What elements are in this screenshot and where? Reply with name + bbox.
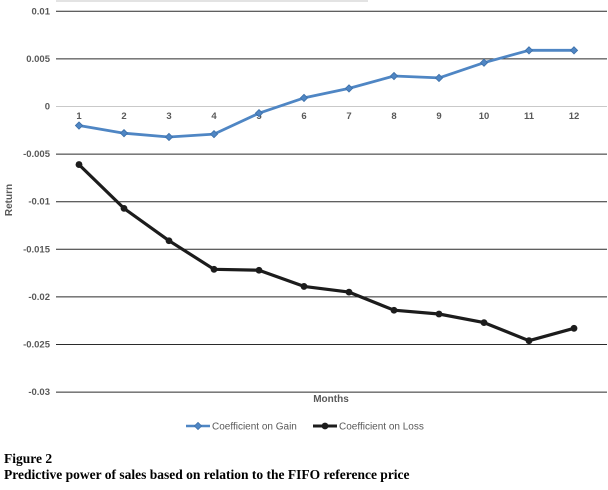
- series-gain: [74, 46, 579, 142]
- legend-label: Coefficient on Loss: [339, 422, 424, 433]
- x-tick-label: 9: [436, 111, 441, 122]
- x-tick-label: 4: [211, 111, 217, 122]
- y-tick-label: 0.005: [26, 54, 50, 65]
- x-tick-label: 2: [121, 111, 126, 122]
- gain-data-point-marker: [193, 421, 203, 431]
- gain-data-point-marker: [344, 84, 354, 93]
- gain-data-point-marker: [254, 108, 264, 118]
- loss-data-point-marker: [525, 337, 533, 345]
- y-tick-label: -0.02: [28, 292, 50, 303]
- legend-item-loss: Coefficient on Loss: [313, 422, 424, 433]
- x-tick-label: 10: [479, 111, 490, 122]
- gain-data-point-marker: [164, 132, 174, 142]
- figure-number: Figure 2: [4, 451, 53, 466]
- y-tick-label: -0.025: [23, 340, 51, 351]
- loss-data-point-marker: [300, 283, 308, 290]
- x-tick-label: 11: [524, 111, 535, 122]
- loss-data-point-marker: [75, 161, 83, 168]
- gain-data-point-marker: [299, 93, 309, 103]
- loss-data-point-marker: [210, 265, 218, 273]
- gain-data-point-marker: [524, 46, 534, 55]
- series-loss: [75, 161, 578, 345]
- top-crop-artifact: [56, 0, 368, 2]
- y-tick-label: -0.015: [23, 244, 51, 255]
- y-tick-label: 0.01: [32, 6, 51, 17]
- x-axis-title: Months: [313, 394, 349, 405]
- chart-canvas: 0.01 0.005 0 -0.005 -0.01 -0.015 -0.02 -0.025 -0…: [4, 0, 607, 433]
- loss-data-point-marker: [165, 237, 173, 245]
- y-tick-label: -0.03: [28, 387, 50, 398]
- legend: Coefficient on Gain Coefficient on Loss: [186, 422, 424, 433]
- gridlines: [56, 10, 607, 393]
- y-tick-label: -0.01: [28, 197, 50, 208]
- gain-line: [77, 48, 576, 139]
- loss-line: [77, 163, 576, 343]
- gain-data-point-marker: [74, 121, 84, 130]
- x-tick-label: 12: [569, 111, 580, 122]
- gain-data-point-marker: [209, 129, 219, 139]
- x-tick-label: 8: [391, 111, 396, 122]
- x-tick-label: 6: [301, 111, 306, 122]
- x-tick-label: 3: [166, 111, 171, 122]
- y-tick-label: -0.005: [23, 149, 51, 160]
- y-tick-label: 0: [45, 102, 50, 113]
- legend-label: Coefficient on Gain: [212, 422, 297, 433]
- gain-data-point-marker: [434, 73, 444, 83]
- loss-data-point-marker: [345, 288, 353, 296]
- line-chart: 0.01 0.005 0 -0.005 -0.01 -0.015 -0.02 -0.025 -0…: [4, 0, 607, 433]
- gain-data-point-marker: [569, 46, 579, 55]
- loss-data-point-marker: [390, 306, 398, 314]
- loss-data-point-marker: [570, 324, 578, 332]
- loss-data-point-marker: [321, 422, 329, 430]
- loss-data-point-marker: [435, 310, 443, 318]
- gain-data-point-marker: [119, 128, 129, 138]
- figure-title: Predictive power of sales based on relat…: [4, 467, 410, 482]
- loss-data-point-marker: [255, 266, 263, 274]
- x-axis-tick-labels: 123456789101112: [76, 111, 579, 122]
- gain-data-point-marker: [389, 71, 399, 81]
- legend-item-gain: Coefficient on Gain: [186, 422, 297, 433]
- loss-data-point-marker: [480, 319, 488, 327]
- x-tick-label: 1: [76, 111, 82, 122]
- y-axis-title: Return: [4, 184, 15, 216]
- y-axis-tick-labels: 0.01 0.005 0 -0.005 -0.01 -0.015 -0.02 -0.025 -0…: [23, 6, 51, 398]
- figure-caption: Figure 2 Predictive power of sales based…: [4, 451, 604, 483]
- x-tick-label: 7: [346, 111, 351, 122]
- gain-data-point-marker: [479, 58, 489, 67]
- loss-data-point-marker: [120, 204, 128, 212]
